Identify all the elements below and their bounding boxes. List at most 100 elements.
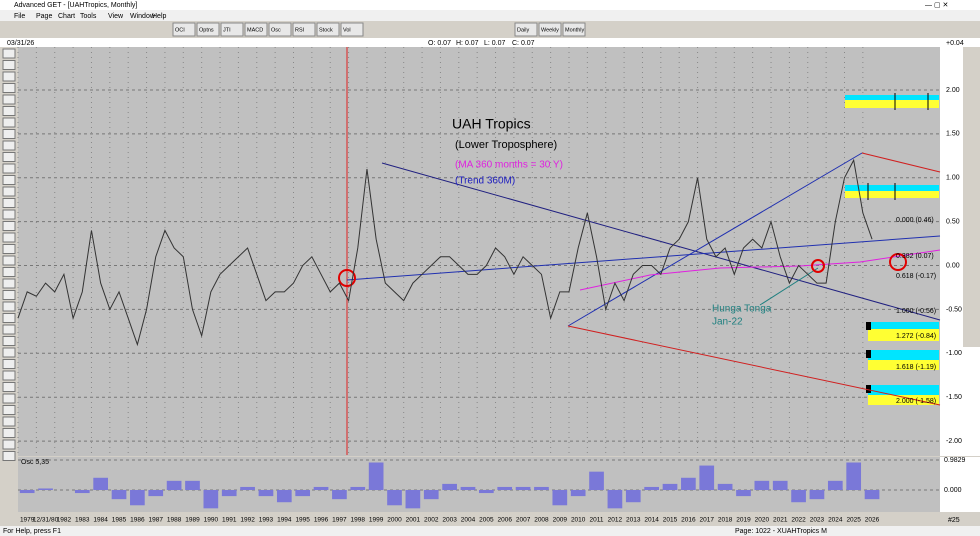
- toolbar-label: Optns: [199, 27, 214, 33]
- y-tick-label: -1.00: [946, 350, 962, 357]
- tool-icon[interactable]: [2, 48, 16, 59]
- toolbar-button[interactable]: [538, 22, 562, 37]
- tool-icon[interactable]: [2, 244, 16, 254]
- tool-icon[interactable]: [2, 451, 16, 461]
- tool-icon[interactable]: [2, 324, 16, 335]
- x-axis-bar: [18, 512, 980, 526]
- osc-bar: [130, 490, 145, 506]
- x-tick-label: 1999: [369, 517, 384, 524]
- toolbar-button[interactable]: [172, 22, 196, 37]
- tool-icon[interactable]: [2, 370, 16, 381]
- y-tick-label: -1.50: [946, 394, 962, 401]
- osc-axis-pane: [940, 457, 980, 512]
- osc-bar: [185, 480, 200, 490]
- toolbar-label: RSI: [295, 27, 305, 33]
- osc-bar: [203, 490, 219, 509]
- tool-icon[interactable]: [2, 393, 16, 404]
- menu-item[interactable]: Window: [130, 13, 156, 20]
- change-label: +0.04: [946, 40, 964, 47]
- window-controls[interactable]: — ▢ ✕: [925, 2, 948, 9]
- toolbar-button[interactable]: [514, 22, 538, 37]
- toolbar-button[interactable]: [244, 22, 268, 37]
- x-tick-label: 2012: [608, 517, 623, 524]
- tool-icon[interactable]: [2, 140, 16, 151]
- menu-item[interactable]: View: [108, 13, 124, 20]
- tool-icon[interactable]: [2, 336, 16, 346]
- tool-icon[interactable]: [2, 416, 16, 427]
- tool-icon[interactable]: [2, 232, 16, 243]
- x-tick-label: 1985: [112, 517, 127, 524]
- tool-icon[interactable]: [2, 290, 16, 300]
- fib-label: 1.272 (-0.84): [896, 333, 936, 340]
- tool-icon[interactable]: [2, 382, 16, 392]
- toolbar-label: Vol: [343, 27, 351, 33]
- tool-icon[interactable]: [2, 267, 16, 277]
- tool-icon[interactable]: [2, 198, 16, 208]
- tool-icon[interactable]: [2, 106, 16, 116]
- tool-icon[interactable]: [2, 117, 16, 128]
- x-tick-label: 2019: [736, 517, 751, 524]
- tool-icon[interactable]: [2, 359, 16, 369]
- tool-icon[interactable]: [2, 313, 16, 323]
- tool-icon[interactable]: [2, 347, 16, 358]
- tool-icon[interactable]: [2, 60, 16, 70]
- fib-boxes: [845, 93, 939, 405]
- osc-bar: [258, 490, 274, 497]
- tool-icon[interactable]: [2, 439, 16, 450]
- osc-bar: [681, 477, 696, 490]
- x-tick-label: 1992: [240, 517, 255, 524]
- osc-bar: [699, 465, 715, 490]
- tool-icon[interactable]: [2, 186, 16, 197]
- high-label: H: 0.07: [456, 40, 479, 47]
- tool-icon[interactable]: [2, 94, 16, 105]
- right-toolbar: [963, 47, 980, 347]
- menu-item[interactable]: Tools: [80, 13, 97, 20]
- tool-icon[interactable]: [2, 83, 16, 93]
- osc-bar: [717, 483, 733, 490]
- tool-icon[interactable]: [2, 221, 16, 231]
- x-tick-label: 1993: [259, 517, 274, 524]
- toolbar-button[interactable]: [316, 22, 340, 37]
- x-tick-label: 1988: [167, 517, 182, 524]
- tool-icon[interactable]: [2, 163, 16, 174]
- tool-icon[interactable]: [2, 129, 16, 139]
- x-tick-label: 2015: [663, 517, 678, 524]
- menu-item[interactable]: Help: [152, 13, 167, 20]
- tool-icon[interactable]: [2, 278, 16, 289]
- tool-icon[interactable]: [2, 209, 16, 220]
- menu-item[interactable]: Page: [36, 13, 52, 20]
- menu-item[interactable]: Chart: [58, 13, 75, 20]
- tool-icon[interactable]: [2, 255, 16, 266]
- tool-icon[interactable]: [2, 71, 16, 82]
- toolbar-button[interactable]: [340, 22, 364, 37]
- toolbar-label: MACD: [247, 27, 263, 33]
- toolbar-label: Osc: [271, 27, 281, 33]
- osc-bar: [221, 490, 237, 497]
- tool-icon[interactable]: [2, 175, 16, 185]
- tool-icon[interactable]: [2, 428, 16, 438]
- toolbar-button[interactable]: [220, 22, 244, 37]
- x-tick-label: 2001: [406, 517, 421, 524]
- toolbar-button[interactable]: [292, 22, 316, 37]
- y-tick-label: -0.50: [946, 306, 962, 313]
- price-line: [17, 158, 873, 347]
- osc-bar: [809, 490, 825, 500]
- toolbar-button[interactable]: [562, 22, 586, 37]
- x-tick-label: 2005: [479, 517, 494, 524]
- tool-icon[interactable]: [2, 405, 16, 415]
- toolbar-button[interactable]: [196, 22, 220, 37]
- x-tick-label: 1997: [332, 517, 347, 524]
- x-tick-label: 2004: [461, 517, 476, 524]
- menu-item[interactable]: File: [14, 13, 25, 20]
- annotation-title: UAH Tropics: [452, 116, 531, 132]
- toolbar-button[interactable]: [268, 22, 292, 37]
- osc-bar: [736, 490, 751, 497]
- tool-icon[interactable]: [2, 301, 16, 312]
- x-tick-label: 2026: [865, 517, 880, 524]
- x-tick-label: 1994: [277, 517, 292, 524]
- tool-icon[interactable]: [2, 152, 16, 162]
- x-tick-label: 2017: [700, 517, 715, 524]
- x-tick-label: 2008: [534, 517, 549, 524]
- toolbar-label: Weekly: [541, 27, 559, 33]
